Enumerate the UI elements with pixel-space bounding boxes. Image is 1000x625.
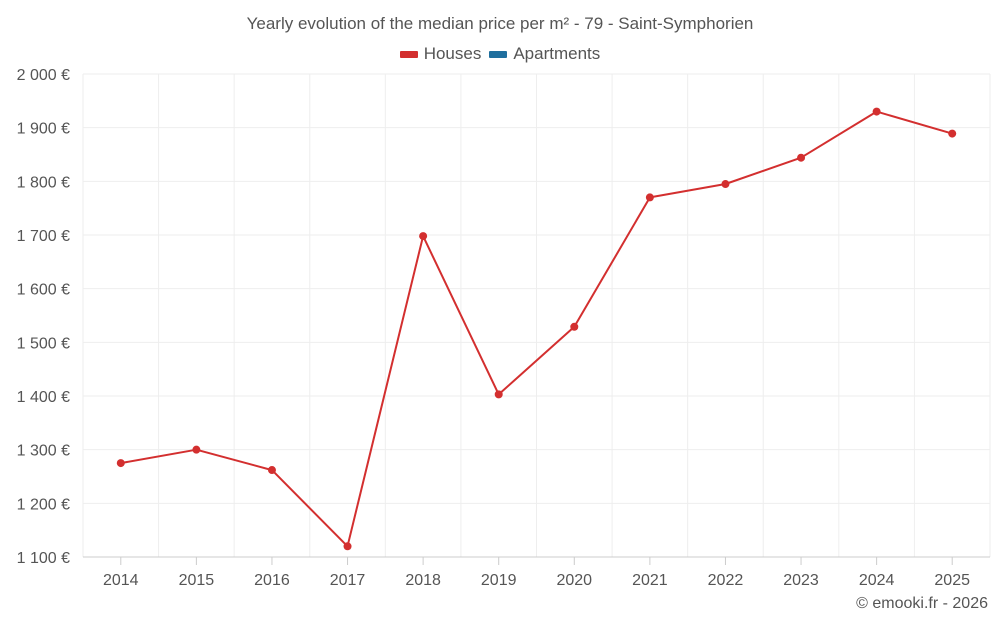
x-tick-label: 2021: [632, 572, 668, 589]
y-tick-label: 1 100 €: [17, 550, 70, 567]
data-point: [267, 466, 276, 475]
y-tick-label: 1 200 €: [17, 496, 70, 513]
y-tick-label: 1 900 €: [17, 121, 70, 138]
credit-text: © emooki.fr - 2026: [856, 595, 988, 612]
y-tick-label: 1 800 €: [17, 174, 70, 191]
legend-item-houses[interactable]: Houses: [399, 44, 482, 64]
x-tick-label: 2020: [556, 572, 592, 589]
y-tick-label: 1 500 €: [17, 335, 70, 352]
data-point: [948, 129, 957, 138]
x-tick-label: 2018: [405, 572, 441, 589]
x-tick-label: 2016: [254, 572, 290, 589]
x-tick-label: 2014: [103, 572, 139, 589]
legend-item-apartments[interactable]: Apartments: [489, 44, 600, 64]
data-point: [570, 322, 579, 331]
x-tick-label: 2024: [859, 572, 895, 589]
y-tick-label: 1 300 €: [17, 443, 70, 460]
x-tick-label: 2022: [708, 572, 744, 589]
y-tick-label: 1 400 €: [17, 389, 70, 406]
y-tick-label: 1 600 €: [17, 282, 70, 299]
data-point: [494, 390, 503, 399]
data-point: [645, 193, 654, 202]
x-tick-label: 2025: [934, 572, 970, 589]
x-tick-label: 2015: [179, 572, 215, 589]
series-line-houses: [119, 110, 954, 548]
x-tick-label: 2023: [783, 572, 819, 589]
x-tick-label: 2017: [330, 572, 366, 589]
data-point: [343, 542, 352, 551]
data-point: [116, 459, 125, 468]
data-point: [419, 232, 428, 241]
data-point: [192, 445, 201, 454]
data-point: [797, 153, 806, 162]
y-tick-label: 1 700 €: [17, 228, 70, 245]
chart-title: Yearly evolution of the median price per…: [246, 14, 754, 33]
chart-legend: Houses Apartments: [0, 44, 1000, 64]
data-point: [872, 107, 881, 116]
legend-swatch-houses: [399, 50, 418, 58]
y-tick-label: 2 000 €: [17, 67, 70, 84]
data-point: [721, 180, 730, 189]
legend-label-apartments: Apartments: [513, 44, 601, 63]
legend-label-houses: Houses: [423, 44, 482, 63]
legend-swatch-apartments: [489, 50, 508, 58]
x-tick-label: 2019: [481, 572, 517, 589]
